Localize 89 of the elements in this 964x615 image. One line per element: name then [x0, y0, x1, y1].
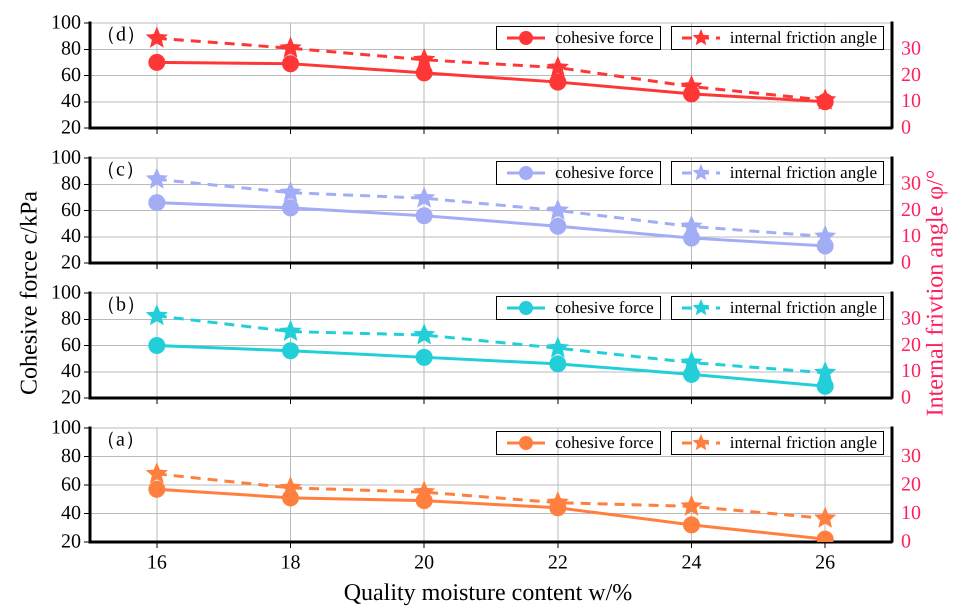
y2-tick-label: 10: [901, 360, 921, 382]
x-axis-title: Quality moisture content w/%: [342, 580, 634, 607]
point: [146, 304, 168, 326]
y-tick-label: 80: [61, 308, 81, 330]
annotation: （d）: [96, 23, 146, 46]
legend-label: internal friction angle: [730, 433, 877, 453]
point: [683, 516, 700, 534]
y2-tick-label: 0: [901, 251, 911, 274]
x-tick-label: 16: [146, 551, 167, 574]
y-tick-label: 40: [61, 90, 81, 112]
point: [148, 54, 166, 71]
point: [416, 207, 433, 224]
point: [148, 480, 166, 498]
y2-tick-label: 20: [901, 198, 921, 221]
point: [546, 56, 569, 78]
point: [413, 48, 436, 70]
y2-tick-label: 0: [901, 386, 911, 408]
y-tick-label: 60: [61, 198, 81, 221]
y-tick-label: 60: [61, 64, 81, 86]
y2-tick-label: 20: [901, 64, 921, 86]
point: [146, 26, 168, 48]
point: [549, 74, 566, 91]
y-tick-label: 60: [61, 334, 81, 356]
y-tick-label: 80: [61, 38, 81, 60]
y2-tick-label: 0: [901, 116, 911, 138]
y-tick-label: 100: [51, 416, 81, 438]
y-tick-label: 80: [61, 172, 81, 194]
y-tick-label: 40: [61, 360, 81, 382]
y2-tick-label: 30: [901, 172, 921, 194]
point: [146, 168, 168, 189]
y2-tick-label: 30: [901, 38, 921, 60]
point: [279, 36, 302, 58]
point: [279, 320, 302, 342]
annotation: （b）: [96, 293, 146, 316]
y2-tick-label: 20: [901, 473, 921, 496]
legend-label: cohesive force: [555, 298, 654, 318]
legend-label: internal friction angle: [730, 163, 877, 183]
point: [546, 198, 569, 220]
point: [282, 55, 299, 72]
y-tick-label: 80: [61, 444, 81, 467]
y2-axis-title: Internal frivtion angle φ/°: [922, 170, 950, 416]
y2-tick-label: 10: [901, 90, 921, 112]
point: [282, 199, 299, 216]
annotation: （c）: [96, 158, 145, 180]
point: [416, 64, 433, 82]
point: [282, 342, 299, 360]
point: [814, 88, 836, 110]
y2-tick-label: 20: [901, 334, 921, 356]
y-tick-label: 100: [51, 281, 81, 304]
point: [549, 218, 566, 235]
y-axis-title: Cohesive force c/kPa: [16, 191, 44, 395]
point: [549, 355, 566, 372]
y-tick-label: 60: [61, 473, 81, 496]
y2-tick-label: 0: [901, 530, 911, 552]
point: [413, 186, 436, 208]
y-tick-label: 40: [61, 502, 81, 524]
y2-tick-label: 30: [901, 308, 921, 330]
y-tick-label: 20: [61, 530, 81, 552]
y2-tick-label: 10: [901, 225, 921, 247]
y-tick-label: 20: [61, 386, 81, 408]
point: [413, 323, 436, 344]
point: [814, 361, 836, 382]
annotation: （a）: [96, 428, 145, 450]
x-tick-label: 26: [815, 551, 836, 574]
point: [814, 506, 836, 528]
point: [816, 378, 834, 395]
legend-label: internal friction angle: [730, 298, 877, 318]
x-tick-label: 20: [414, 551, 434, 574]
y-tick-label: 100: [51, 146, 81, 168]
point: [416, 348, 433, 366]
y-tick-label: 20: [61, 116, 81, 138]
point: [148, 194, 166, 212]
point: [148, 337, 166, 354]
point: [680, 494, 703, 516]
x-tick-label: 18: [280, 551, 300, 574]
y2-tick-label: 30: [901, 444, 921, 467]
legend-label: cohesive force: [555, 163, 654, 183]
point: [146, 462, 168, 484]
y-tick-label: 20: [61, 251, 81, 274]
y2-tick-label: 10: [901, 502, 921, 524]
y-tick-label: 40: [61, 225, 81, 247]
point: [279, 180, 302, 202]
x-tick-label: 24: [682, 551, 702, 574]
y-tick-label: 100: [51, 11, 81, 34]
legend-label: internal friction angle: [730, 28, 877, 48]
legend-label: cohesive force: [555, 28, 654, 48]
x-tick-label: 22: [548, 551, 568, 574]
legend-label: cohesive force: [555, 433, 654, 453]
point: [546, 336, 569, 358]
